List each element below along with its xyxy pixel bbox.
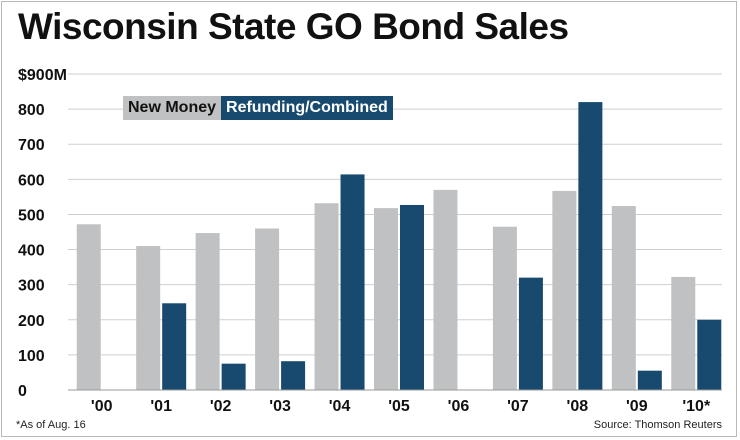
x-tick-label: '06	[448, 398, 470, 415]
legend: New Money Refunding/Combined	[123, 96, 393, 120]
x-tick-label: '10*	[682, 398, 711, 415]
x-tick-label: '00	[91, 398, 113, 415]
x-tick-label: '04	[329, 398, 351, 415]
bar-new-money	[433, 189, 458, 390]
x-tick-label: '07	[507, 398, 529, 415]
bar-refunding-combined	[340, 174, 365, 390]
bar-refunding-combined	[578, 102, 603, 390]
bar-new-money	[76, 224, 101, 390]
y-tick-label: 300	[18, 278, 45, 295]
y-tick-label: 200	[18, 313, 45, 330]
bar-refunding-combined	[221, 363, 246, 390]
y-tick-label: 800	[18, 102, 45, 119]
footnote: *As of Aug. 16	[16, 419, 86, 431]
bar-new-money	[611, 206, 636, 390]
x-tick-label: '08	[567, 398, 589, 415]
source-note: Source: Thomson Reuters	[593, 419, 722, 431]
bar-new-money	[671, 276, 696, 390]
y-tick-label: 500	[18, 207, 45, 224]
bar-refunding-combined	[400, 204, 424, 390]
x-tick-label: '09	[626, 398, 648, 415]
legend-new-money: New Money	[123, 96, 222, 120]
bar-refunding-combined	[162, 303, 187, 390]
bar-refunding-combined	[281, 361, 306, 390]
x-tick-label: '05	[388, 398, 410, 415]
x-tick-label: '02	[210, 398, 232, 415]
legend-refunding-combined: Refunding/Combined	[221, 96, 393, 120]
x-tick-label: '03	[269, 398, 291, 415]
bar-refunding-combined	[637, 370, 662, 390]
bar-new-money	[552, 190, 577, 390]
x-tick-label: '01	[150, 398, 172, 415]
y-tick-label: 600	[18, 172, 45, 189]
bar-new-money	[314, 203, 339, 390]
y-tick-label: 400	[18, 243, 45, 260]
bar-new-money	[255, 228, 280, 390]
bar-refunding-combined	[697, 319, 722, 390]
y-tick-label: $900M	[18, 67, 67, 84]
bar-new-money	[374, 208, 398, 390]
chart-title: Wisconsin State GO Bond Sales	[18, 6, 569, 47]
bar-refunding-combined	[518, 277, 543, 390]
bar-new-money	[195, 233, 220, 390]
y-tick-label: 0	[18, 383, 27, 400]
y-tick-label: 700	[18, 137, 45, 154]
bar-new-money	[136, 246, 161, 390]
y-tick-label: 100	[18, 348, 45, 365]
bar-new-money	[492, 226, 517, 390]
